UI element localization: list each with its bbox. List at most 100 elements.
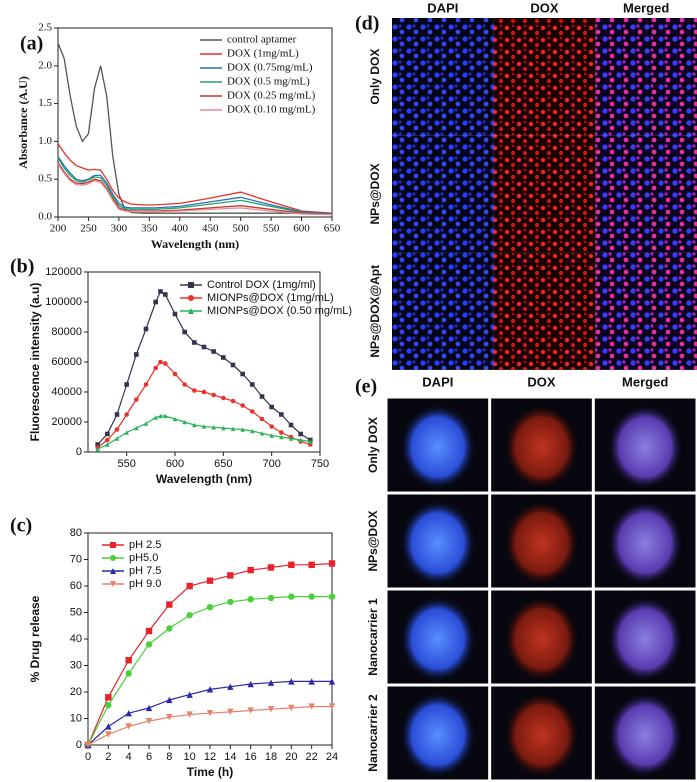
marker bbox=[186, 691, 193, 698]
cell-spheroid bbox=[400, 596, 476, 682]
marker bbox=[227, 683, 234, 690]
y-tick-label: 70 bbox=[70, 553, 82, 565]
legend-label: pH 7.5 bbox=[129, 565, 161, 577]
marker bbox=[288, 704, 295, 712]
y-tick-label: 80 bbox=[70, 527, 82, 539]
marker bbox=[247, 596, 254, 603]
marker bbox=[267, 564, 275, 571]
marker bbox=[84, 741, 92, 749]
micrograph bbox=[493, 135, 596, 253]
marker bbox=[188, 308, 194, 314]
y-axis-title: % Drug release bbox=[28, 595, 42, 682]
series-line bbox=[57, 42, 332, 214]
marker bbox=[188, 282, 194, 288]
marker bbox=[166, 696, 173, 704]
marker bbox=[105, 442, 110, 447]
marker bbox=[105, 431, 110, 437]
marker bbox=[153, 299, 158, 305]
marker bbox=[230, 398, 236, 404]
marker bbox=[188, 295, 194, 301]
marker bbox=[328, 593, 336, 600]
x-tick-label: 20 bbox=[285, 751, 297, 763]
panel-label: (e) bbox=[355, 376, 377, 398]
marker bbox=[308, 439, 313, 444]
x-tick-label: 22 bbox=[306, 751, 318, 763]
series-line bbox=[97, 415, 311, 450]
y-tick-label: 80000 bbox=[51, 326, 82, 338]
cell-spheroid bbox=[504, 500, 579, 586]
marker bbox=[288, 422, 294, 428]
marker bbox=[134, 397, 139, 402]
marker bbox=[206, 604, 214, 611]
marker bbox=[259, 416, 265, 422]
y-tick-label: 2.0 bbox=[38, 59, 52, 71]
marker bbox=[279, 412, 284, 417]
series-line bbox=[87, 596, 332, 746]
marker bbox=[153, 365, 158, 371]
marker bbox=[163, 361, 168, 366]
marker bbox=[328, 703, 336, 710]
micrograph bbox=[595, 135, 697, 253]
y-tick-label: 1.0 bbox=[38, 135, 52, 147]
y-tick-label: 100000 bbox=[45, 296, 82, 308]
x-tick-label: 650 bbox=[214, 458, 232, 470]
marker bbox=[105, 723, 112, 730]
panel-label: (b) bbox=[10, 256, 34, 278]
y-tick-label: 60 bbox=[70, 580, 82, 592]
marker bbox=[125, 723, 132, 730]
marker bbox=[227, 708, 234, 716]
row-label: Only DOX bbox=[366, 417, 380, 473]
marker bbox=[145, 627, 153, 635]
x-tick-label: 12 bbox=[204, 751, 216, 763]
marker bbox=[95, 446, 100, 452]
marker bbox=[279, 434, 284, 440]
marker bbox=[250, 428, 255, 434]
marker bbox=[247, 566, 254, 574]
legend-label: DOX (1mg/mL) bbox=[227, 48, 299, 60]
marker bbox=[158, 359, 163, 365]
marker bbox=[166, 713, 173, 721]
y-axis-title: Fluorescence intensity (a.u) bbox=[28, 283, 42, 442]
marker bbox=[240, 371, 245, 377]
x-tick-label: 550 bbox=[117, 458, 135, 470]
marker bbox=[110, 542, 116, 548]
series-line bbox=[57, 156, 333, 214]
marker bbox=[269, 433, 274, 438]
cell-spheroid bbox=[504, 692, 579, 778]
marker bbox=[114, 427, 120, 432]
panel-label: (a) bbox=[20, 33, 43, 55]
marker bbox=[110, 581, 116, 587]
marker bbox=[158, 289, 163, 294]
row-label: Nanocarrier 2 bbox=[366, 694, 380, 772]
marker bbox=[221, 395, 226, 401]
cell-spheroid bbox=[607, 500, 683, 586]
series-line bbox=[57, 157, 333, 215]
marker bbox=[308, 593, 315, 600]
marker bbox=[172, 416, 178, 422]
marker bbox=[211, 349, 216, 354]
marker bbox=[172, 371, 178, 377]
marker bbox=[230, 362, 236, 368]
series-line bbox=[87, 562, 333, 746]
row-label: Nanocarrier 1 bbox=[366, 598, 380, 676]
marker bbox=[221, 355, 226, 360]
marker bbox=[308, 703, 315, 710]
legend-label: control aptamer bbox=[227, 34, 297, 46]
column-header: DOX bbox=[527, 374, 556, 389]
chart: 0 2 4 6 8 10 12 14 16 18 20 22 2401020304050607080Ti… bbox=[10, 515, 338, 780]
marker bbox=[227, 598, 234, 606]
marker bbox=[201, 424, 207, 429]
marker bbox=[269, 404, 274, 410]
x-tick-label: 650 bbox=[324, 223, 341, 235]
column-header: Merged bbox=[623, 0, 669, 15]
marker bbox=[267, 706, 275, 713]
x-tick-label: 700 bbox=[262, 458, 280, 470]
legend-label: DOX (0.75mg/mL) bbox=[227, 62, 313, 74]
marker bbox=[247, 707, 254, 714]
marker bbox=[153, 415, 158, 420]
chart: 200 250 300 350 400 450 500 550 600 650 0.0 0.5 1.0 1… bbox=[16, 22, 341, 251]
marker bbox=[105, 694, 112, 701]
x-tick-label: 350 bbox=[141, 223, 158, 235]
marker bbox=[105, 702, 112, 709]
marker bbox=[328, 678, 336, 685]
